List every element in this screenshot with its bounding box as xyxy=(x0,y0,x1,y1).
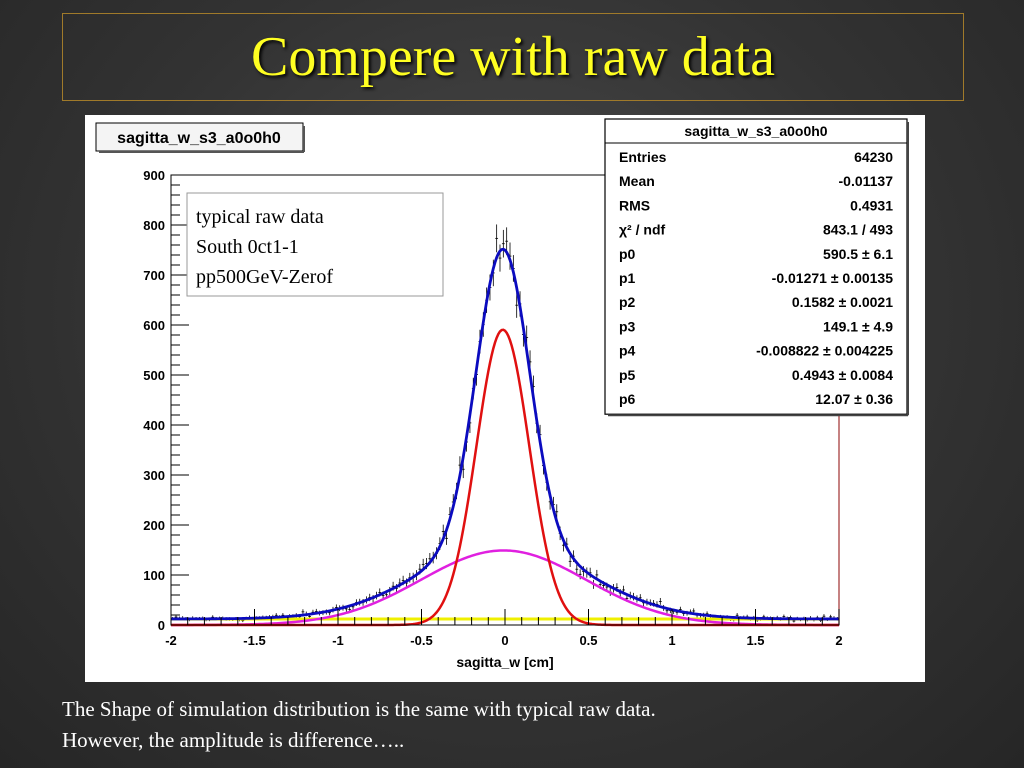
caption-line: However, the amplitude is difference….. xyxy=(62,728,405,752)
stats-row-value: -0.01137 xyxy=(839,173,894,189)
x-tick-label: -2 xyxy=(165,633,177,648)
stats-box-title: sagitta_w_s3_a0o0h0 xyxy=(684,123,827,139)
y-tick-label: 0 xyxy=(158,618,165,633)
stats-row-value: -0.01271 ± 0.00135 xyxy=(772,270,894,286)
stats-row-value: 0.1582 ± 0.0021 xyxy=(792,294,893,310)
chart-title: sagitta_w_s3_a0o0h0 xyxy=(117,130,281,147)
slide-caption: The Shape of simulation distribution is … xyxy=(62,694,962,756)
slide-title: Compere with raw data xyxy=(250,26,776,88)
stats-row-label: RMS xyxy=(619,197,650,213)
y-tick-label: 500 xyxy=(143,368,165,383)
series-line-total-fit xyxy=(171,247,840,621)
stats-row-label: p6 xyxy=(619,391,636,407)
y-tick-label: 700 xyxy=(143,268,165,283)
x-tick-label: -1.5 xyxy=(243,633,265,648)
stats-box xyxy=(604,118,908,415)
y-tick-label: 600 xyxy=(143,318,165,333)
plot-frame: 0 100 200 300 400 500 600 700 800 900 -2 -1.5 -1 -0.5… xyxy=(85,115,925,682)
stats-row-value: 149.1 ± 4.9 xyxy=(823,318,893,334)
stats-row-value: 0.4943 ± 0.0084 xyxy=(792,367,893,383)
slide-title-box: Compere with raw data xyxy=(62,13,964,101)
y-tick-label: 100 xyxy=(143,568,165,583)
stats-row-label: p0 xyxy=(619,246,636,262)
annotation-box xyxy=(186,192,444,297)
stats-row-value: 590.5 ± 6.1 xyxy=(823,246,893,262)
series-line-wide xyxy=(171,549,839,627)
y-tick-label: 400 xyxy=(143,418,165,433)
caption-line: The Shape of simulation distribution is … xyxy=(62,697,656,721)
chart-title-box xyxy=(95,122,304,152)
stats-row-value: -0.008822 ± 0.004225 xyxy=(756,343,893,359)
stats-row-label: p4 xyxy=(619,343,636,359)
stats-row-value: 0.4931 xyxy=(850,197,893,213)
y-tick-label: 800 xyxy=(143,218,165,233)
annotation-line: typical raw data xyxy=(196,206,324,228)
stats-row-label: p1 xyxy=(619,270,636,286)
stats-row-label: χ² / ndf xyxy=(619,222,665,238)
stats-row-label: Entries xyxy=(619,149,667,165)
x-tick-label: 1 xyxy=(668,633,675,648)
x-tick-label: 2 xyxy=(835,633,842,648)
x-axis-label: sagitta_w [cm] xyxy=(456,654,553,670)
annotation-line: pp500GeV-Zerof xyxy=(196,266,333,288)
x-tick-label: -0.5 xyxy=(410,633,432,648)
y-tick-label: 300 xyxy=(143,468,165,483)
histogram-chart: 0 100 200 300 400 500 600 700 800 900 -2 -1.5 -1 -0.5… xyxy=(95,118,909,670)
x-tick-label: -1 xyxy=(332,633,344,648)
stats-row-label: p3 xyxy=(619,318,636,334)
annotation-line: South 0ct1-1 xyxy=(196,236,299,258)
y-tick-label: 900 xyxy=(143,168,165,183)
x-tick-label: 0.5 xyxy=(579,633,597,648)
stats-row-value: 843.1 / 493 xyxy=(823,222,893,238)
stats-row-label: Mean xyxy=(619,173,655,189)
y-tick-label: 200 xyxy=(143,518,165,533)
stats-row-value: 12.07 ± 0.36 xyxy=(815,391,893,407)
stats-row-value: 64230 xyxy=(854,149,893,165)
stats-row-label: p2 xyxy=(619,294,636,310)
x-tick-label: 0 xyxy=(501,633,508,648)
stats-row-label: p5 xyxy=(619,367,636,383)
x-tick-label: 1.5 xyxy=(746,633,764,648)
